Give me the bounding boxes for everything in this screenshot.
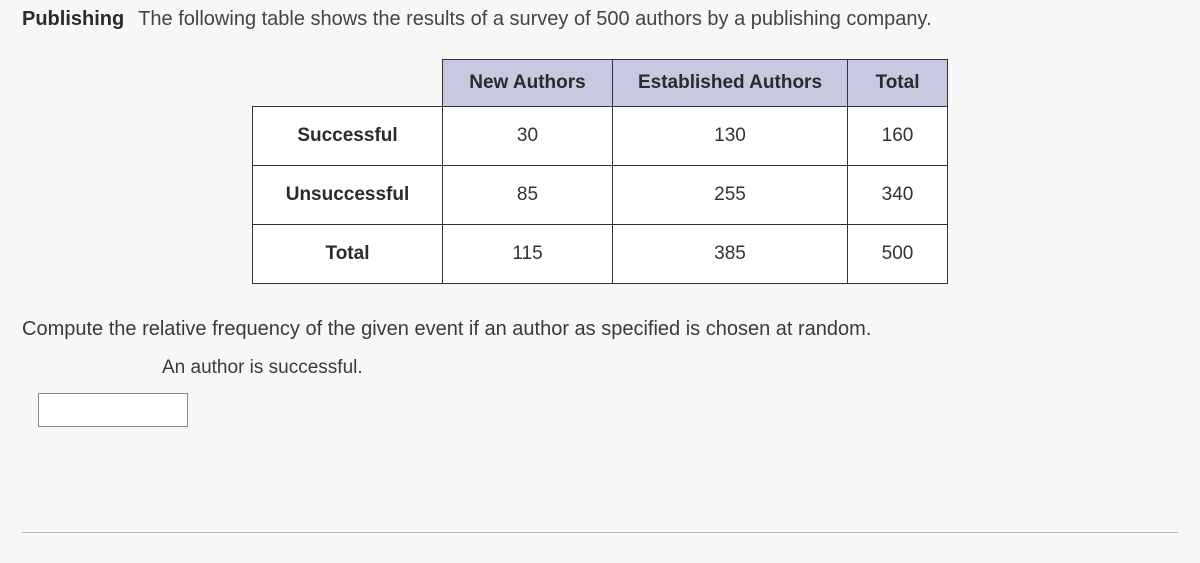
question-line-2: An author is successful. (162, 357, 1178, 379)
cell: 340 (848, 166, 948, 225)
row-label-unsuccessful: Unsuccessful (253, 166, 443, 225)
table-header-row: New Authors Established Authors Total (253, 60, 948, 107)
topic-label: Publishing (22, 8, 124, 30)
cell: 85 (443, 166, 613, 225)
table-row: Successful 30 130 160 (253, 107, 948, 166)
problem-heading: Publishing The following table shows the … (22, 8, 1178, 31)
col-header-established-authors: Established Authors (613, 60, 848, 107)
table-row: Unsuccessful 85 255 340 (253, 166, 948, 225)
col-header-total: Total (848, 60, 948, 107)
cell: 500 (848, 225, 948, 284)
answer-input[interactable] (38, 393, 188, 427)
col-header-new-authors: New Authors (443, 60, 613, 107)
cell: 30 (443, 107, 613, 166)
row-label-successful: Successful (253, 107, 443, 166)
cell: 115 (443, 225, 613, 284)
intro-text: The following table shows the results of… (138, 8, 931, 30)
cell: 130 (613, 107, 848, 166)
cell: 385 (613, 225, 848, 284)
divider (22, 532, 1178, 533)
table-row: Total 115 385 500 (253, 225, 948, 284)
cell: 160 (848, 107, 948, 166)
cell: 255 (613, 166, 848, 225)
row-label-total: Total (253, 225, 443, 284)
blank-corner (253, 60, 443, 107)
question-line-1: Compute the relative frequency of the gi… (22, 318, 1178, 341)
survey-table: New Authors Established Authors Total Su… (252, 59, 948, 284)
table-container: New Authors Established Authors Total Su… (22, 59, 1178, 284)
